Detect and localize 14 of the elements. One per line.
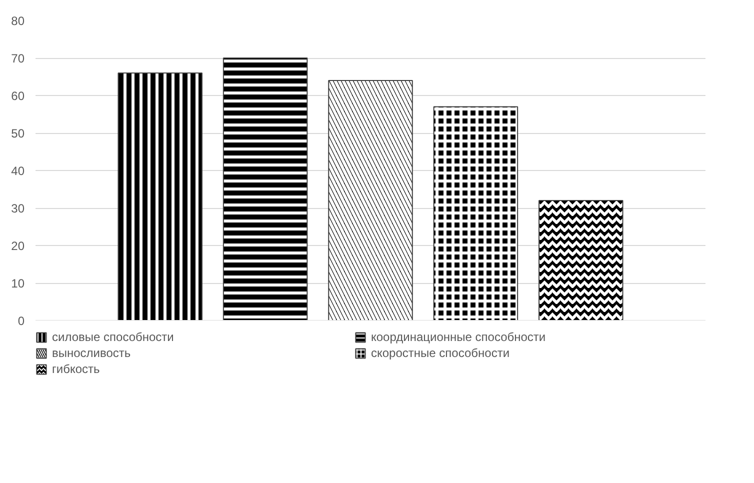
y-tick-label: 50 <box>11 126 25 140</box>
legend-label: гибкость <box>52 362 101 376</box>
y-tick-label: 70 <box>11 52 25 66</box>
y-tick-label: 80 <box>11 14 25 28</box>
legend-label: скоростные способности <box>371 346 511 360</box>
y-tick-label: 60 <box>11 89 25 103</box>
y-tick-label: 10 <box>11 276 25 290</box>
y-tick-label: 40 <box>11 164 25 178</box>
legend-label: координационные способности <box>371 330 547 344</box>
y-tick-label: 0 <box>18 314 25 328</box>
y-tick-label: 30 <box>11 202 25 216</box>
legend-label: силовые способности <box>52 330 175 344</box>
legend-label: выносливость <box>52 346 132 360</box>
y-tick-label: 20 <box>11 239 25 253</box>
